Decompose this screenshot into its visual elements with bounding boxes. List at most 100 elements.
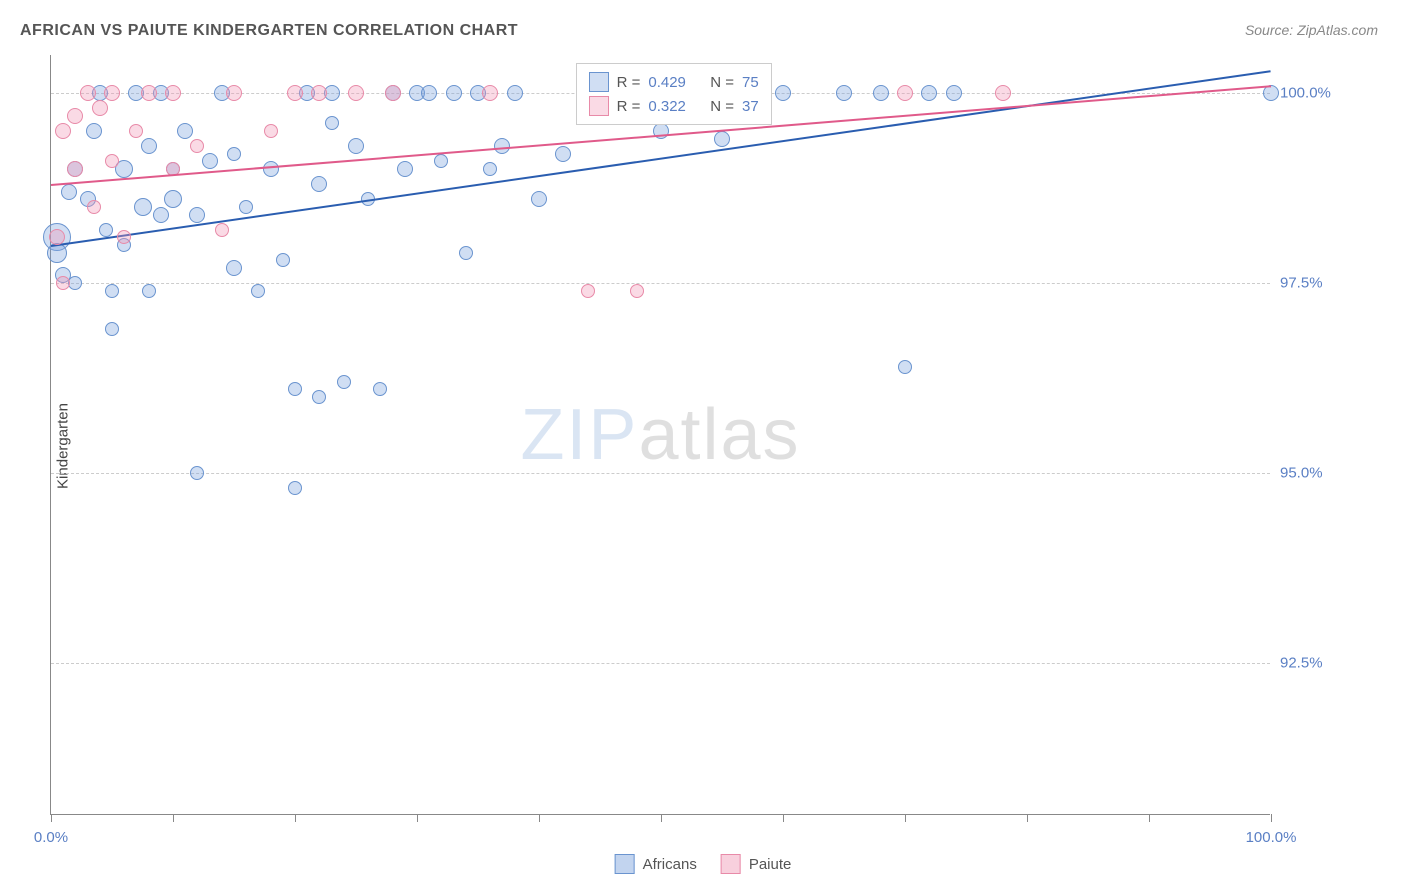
data-point bbox=[68, 276, 82, 290]
data-point bbox=[61, 184, 77, 200]
data-point bbox=[56, 276, 70, 290]
data-point bbox=[263, 161, 279, 177]
data-point bbox=[288, 481, 302, 495]
x-tick bbox=[661, 814, 662, 822]
data-point bbox=[446, 85, 462, 101]
data-point bbox=[165, 85, 181, 101]
data-point bbox=[397, 161, 413, 177]
legend-swatch bbox=[589, 72, 609, 92]
legend-r-value: 0.429 bbox=[648, 74, 686, 91]
legend-r-label: R = bbox=[617, 74, 641, 91]
data-point bbox=[459, 246, 473, 260]
data-point bbox=[190, 466, 204, 480]
data-point bbox=[276, 253, 290, 267]
gridline bbox=[51, 473, 1270, 474]
data-point bbox=[226, 85, 242, 101]
data-point bbox=[507, 85, 523, 101]
legend-n-label: N = bbox=[710, 98, 734, 115]
data-point bbox=[141, 138, 157, 154]
data-point bbox=[251, 284, 265, 298]
data-point bbox=[153, 207, 169, 223]
legend-r-label: R = bbox=[617, 98, 641, 115]
data-point bbox=[86, 123, 102, 139]
data-point bbox=[385, 85, 401, 101]
data-point bbox=[921, 85, 937, 101]
y-tick-label: 95.0% bbox=[1280, 465, 1360, 482]
data-point bbox=[105, 322, 119, 336]
data-point bbox=[531, 191, 547, 207]
data-point bbox=[311, 176, 327, 192]
data-point bbox=[421, 85, 437, 101]
bottom-legend-label: Africans bbox=[643, 856, 697, 873]
data-point bbox=[177, 123, 193, 139]
gridline bbox=[51, 283, 1270, 284]
source-label: Source: ZipAtlas.com bbox=[1245, 22, 1378, 38]
data-point bbox=[92, 100, 108, 116]
chart-container: AFRICAN VS PAIUTE KINDERGARTEN CORRELATI… bbox=[0, 0, 1406, 892]
x-tick bbox=[1149, 814, 1150, 822]
y-tick-label: 100.0% bbox=[1280, 85, 1360, 102]
legend-row: R = 0.322 N = 37 bbox=[589, 94, 759, 118]
data-point bbox=[714, 131, 730, 147]
legend-row: R = 0.429 N = 75 bbox=[589, 70, 759, 94]
data-point bbox=[55, 123, 71, 139]
data-point bbox=[325, 116, 339, 130]
legend-n-value: 75 bbox=[742, 74, 759, 91]
data-point bbox=[630, 284, 644, 298]
watermark: ZIPatlas bbox=[520, 394, 800, 476]
data-point bbox=[348, 138, 364, 154]
data-point bbox=[129, 124, 143, 138]
x-tick-label: 0.0% bbox=[34, 829, 68, 846]
x-tick bbox=[51, 814, 52, 822]
data-point bbox=[202, 153, 218, 169]
data-point bbox=[348, 85, 364, 101]
data-point bbox=[434, 154, 448, 168]
data-point bbox=[215, 223, 229, 237]
data-point bbox=[995, 85, 1011, 101]
gridline bbox=[51, 663, 1270, 664]
legend-n-label: N = bbox=[710, 74, 734, 91]
data-point bbox=[264, 124, 278, 138]
data-point bbox=[287, 85, 303, 101]
x-tick bbox=[295, 814, 296, 822]
data-point bbox=[836, 85, 852, 101]
data-point bbox=[105, 284, 119, 298]
y-tick-label: 97.5% bbox=[1280, 275, 1360, 292]
legend-swatch bbox=[615, 854, 635, 874]
correlation-legend: R = 0.429 N = 75 R = 0.322 N = 37 bbox=[576, 63, 772, 125]
data-point bbox=[555, 146, 571, 162]
data-point bbox=[337, 375, 351, 389]
bottom-legend-item: Paiute bbox=[721, 854, 792, 874]
data-point bbox=[164, 190, 182, 208]
data-point bbox=[775, 85, 791, 101]
x-tick bbox=[173, 814, 174, 822]
bottom-legend: Africans Paiute bbox=[615, 854, 792, 874]
data-point bbox=[104, 85, 120, 101]
x-tick bbox=[1027, 814, 1028, 822]
data-point bbox=[946, 85, 962, 101]
x-tick bbox=[783, 814, 784, 822]
data-point bbox=[239, 200, 253, 214]
bottom-legend-item: Africans bbox=[615, 854, 697, 874]
data-point bbox=[312, 390, 326, 404]
x-tick bbox=[905, 814, 906, 822]
legend-r-value: 0.322 bbox=[648, 98, 686, 115]
legend-n-value: 37 bbox=[742, 98, 759, 115]
data-point bbox=[141, 85, 157, 101]
data-point bbox=[49, 229, 65, 245]
data-point bbox=[227, 147, 241, 161]
data-point bbox=[99, 223, 113, 237]
data-point bbox=[581, 284, 595, 298]
x-tick bbox=[539, 814, 540, 822]
plot-area: ZIPatlas 92.5%95.0%97.5%100.0%0.0%100.0%… bbox=[50, 55, 1270, 815]
data-point bbox=[898, 360, 912, 374]
data-point bbox=[189, 207, 205, 223]
data-point bbox=[288, 382, 302, 396]
data-point bbox=[67, 161, 83, 177]
data-point bbox=[117, 230, 131, 244]
data-point bbox=[134, 198, 152, 216]
data-point bbox=[142, 284, 156, 298]
bottom-legend-label: Paiute bbox=[749, 856, 792, 873]
data-point bbox=[873, 85, 889, 101]
watermark-part1: ZIP bbox=[520, 395, 638, 475]
